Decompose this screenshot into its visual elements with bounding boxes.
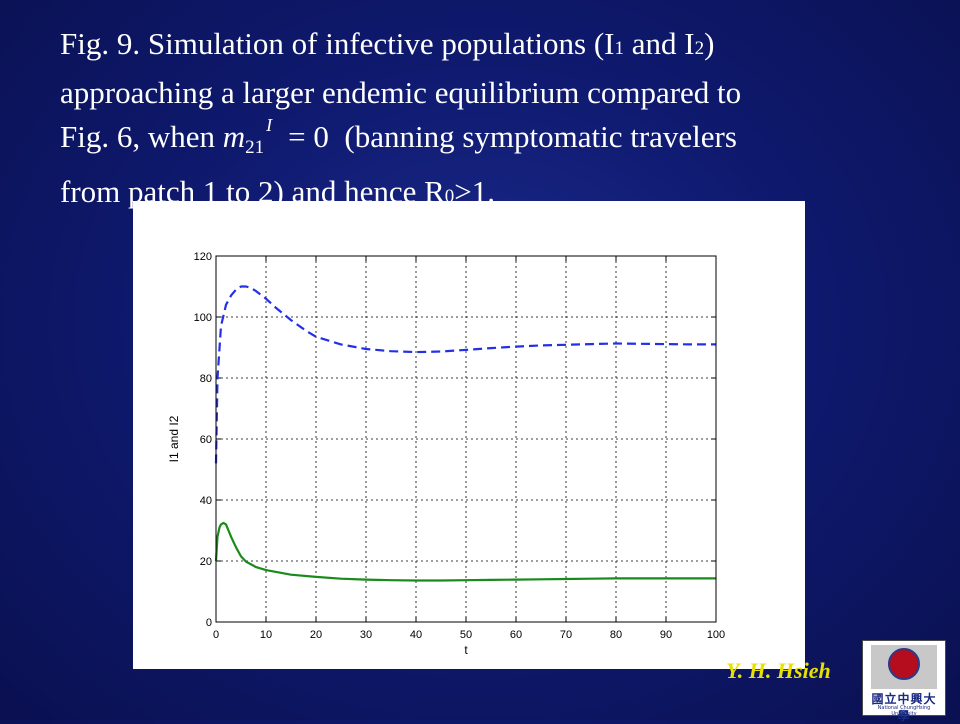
caption-text: (banning symptomatic travelers [328, 119, 737, 154]
plot-frame [215, 255, 717, 623]
y-tick-label: 120 [194, 251, 212, 263]
y-tick-label: 0 [206, 617, 212, 629]
math-equals: = 0 [288, 119, 329, 154]
x-tick-label: 80 [610, 629, 622, 641]
university-logo: 國立中興大學 National ChungHsing University [862, 640, 946, 723]
y-tick-label: 40 [200, 495, 212, 507]
subscript: 2 [694, 38, 705, 59]
x-tick-label: 30 [360, 629, 372, 641]
math-superscript: I [266, 115, 273, 135]
caption-text: and I [624, 26, 695, 61]
logo-circle-icon [888, 648, 920, 680]
x-tick-label: 90 [660, 629, 672, 641]
logo-subtext: National ChungHsing University [877, 705, 931, 717]
caption-line-3: Fig. 6, when m21I = 0 (banning symptomati… [60, 115, 900, 170]
x-tick-label: 50 [460, 629, 472, 641]
y-tick-label: 20 [200, 556, 212, 568]
x-tick-label: 0 [213, 629, 219, 641]
x-tick-label: 40 [410, 629, 422, 641]
caption-line-2: approaching a larger endemic equilibrium… [60, 75, 742, 110]
x-tick-label: 70 [560, 629, 572, 641]
series-line-i2 [214, 521, 716, 582]
chart-panel: 0 10 20 30 40 50 60 70 80 90 100 0 20 40 60 80 100 120 t I1… [133, 201, 805, 669]
math-expression: m21I [222, 115, 273, 170]
series-line-i1 [214, 285, 716, 464]
math-subscript: 21 [245, 137, 265, 158]
math-m: m [222, 119, 246, 154]
figure-caption: Fig. 9. Simulation of infective populati… [60, 22, 900, 219]
x-tick-label: 10 [260, 629, 272, 641]
subscript: 0 [444, 186, 455, 207]
y-tick-label: 60 [200, 434, 212, 446]
y-tick-label: 80 [200, 373, 212, 385]
x-tick-label: 100 [707, 629, 725, 641]
line-chart: 0 10 20 30 40 50 60 70 80 90 100 0 20 40 60 80 100 120 t I1… [167, 251, 725, 657]
caption-text: Fig. 9. Simulation of infective populati… [60, 26, 615, 61]
caption-text: Fig. 6, when [60, 119, 223, 154]
subscript: 1 [614, 38, 625, 59]
caption-text: ) [704, 26, 715, 61]
x-axis-label: t [464, 643, 468, 657]
author-signature: Y. H. Hsieh [726, 658, 831, 683]
logo-emblem [871, 645, 937, 689]
x-tick-label: 60 [510, 629, 522, 641]
y-axis-label: I1 and I2 [167, 415, 181, 462]
x-tick-label: 20 [310, 629, 322, 641]
y-tick-label: 100 [194, 312, 212, 324]
caption-line-1: Fig. 9. Simulation of infective populati… [60, 22, 900, 71]
